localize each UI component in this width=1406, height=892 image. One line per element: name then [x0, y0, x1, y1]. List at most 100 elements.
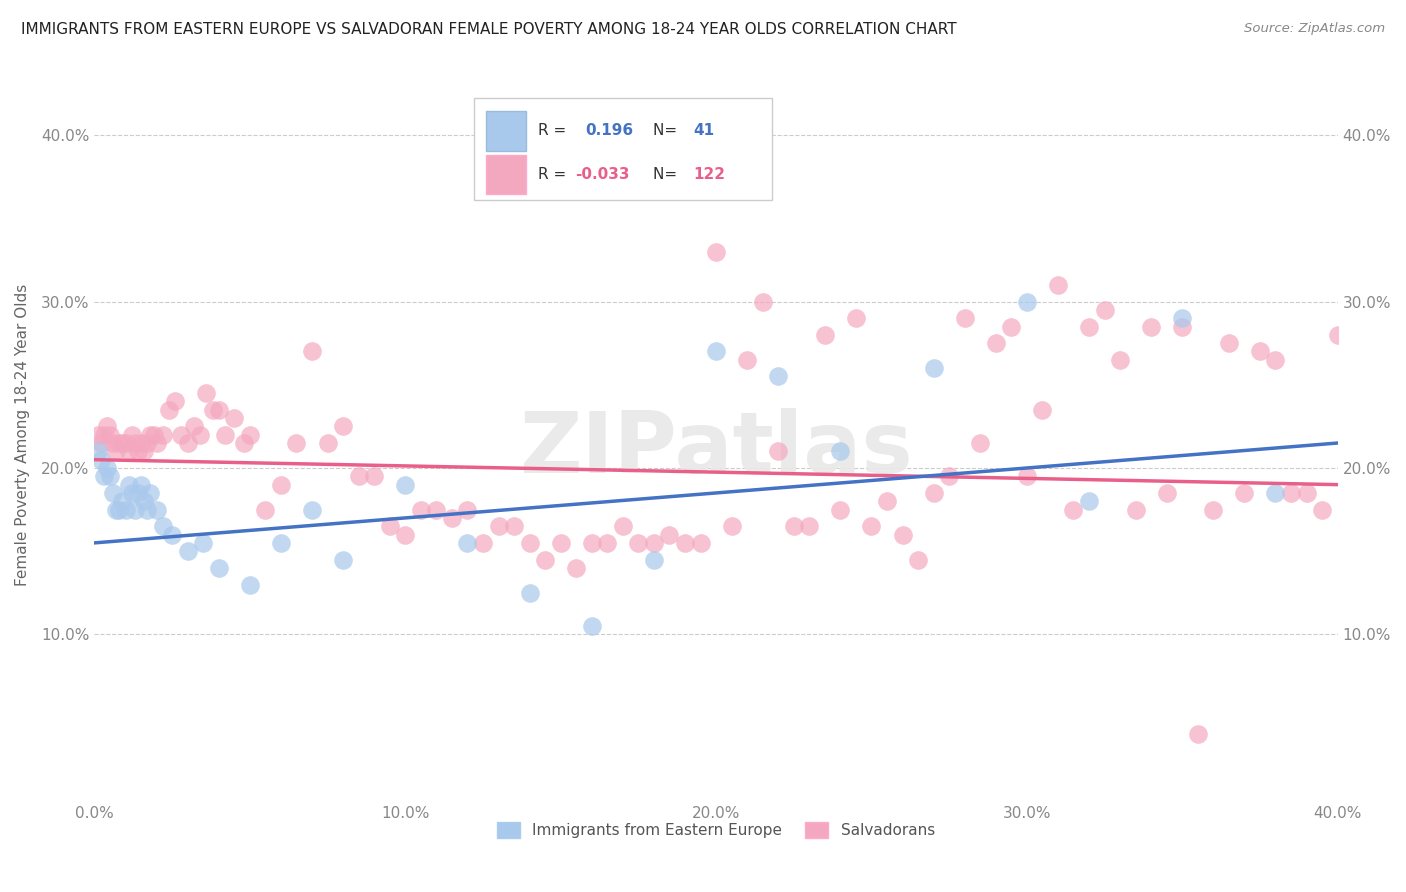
Point [136, 502, 159, 516]
Point [503, 519, 526, 533]
Point [1015, 294, 1038, 309]
Point [565, 561, 588, 575]
Point [984, 336, 1007, 351]
Point [214, 427, 236, 442]
Point [751, 294, 773, 309]
Point [1062, 502, 1084, 516]
Point [90, 436, 112, 450]
Point [118, 444, 141, 458]
Point [704, 244, 727, 259]
Point [98, 469, 121, 483]
Point [596, 536, 619, 550]
Point [118, 477, 141, 491]
Point [208, 402, 231, 417]
Point [938, 469, 960, 483]
Point [301, 344, 323, 359]
Point [145, 502, 167, 516]
Text: IMMIGRANTS FROM EASTERN EUROPE VS SALVADORAN FEMALE POVERTY AMONG 18-24 YEAR OLD: IMMIGRANTS FROM EASTERN EUROPE VS SALVAD… [21, 22, 956, 37]
Text: N=: N= [652, 123, 682, 138]
Point [1078, 494, 1101, 508]
Point [332, 552, 354, 566]
Point [224, 411, 246, 425]
Point [830, 502, 852, 516]
Point [93, 427, 115, 442]
Point [208, 561, 231, 575]
Point [378, 519, 401, 533]
Point [891, 527, 914, 541]
Text: 41: 41 [693, 123, 714, 138]
Point [201, 402, 224, 417]
Point [157, 402, 180, 417]
Text: 0.196: 0.196 [585, 123, 634, 138]
Point [1015, 469, 1038, 483]
Point [145, 436, 167, 450]
Point [114, 502, 136, 516]
Point [720, 519, 742, 533]
Point [519, 536, 541, 550]
Point [1156, 486, 1178, 500]
Point [98, 427, 121, 442]
Point [1326, 327, 1348, 342]
Point [254, 502, 277, 516]
Point [519, 586, 541, 600]
Point [673, 536, 696, 550]
Text: ZIPatlas: ZIPatlas [519, 408, 912, 491]
Point [472, 536, 495, 550]
Point [456, 502, 478, 516]
Point [124, 502, 146, 516]
Point [96, 461, 118, 475]
Point [124, 436, 146, 450]
Point [90, 452, 112, 467]
Point [440, 511, 463, 525]
FancyBboxPatch shape [486, 111, 526, 151]
Point [876, 494, 898, 508]
Point [735, 352, 758, 367]
Point [1046, 277, 1069, 292]
Point [409, 502, 432, 516]
Text: R =: R = [538, 167, 571, 182]
Point [139, 486, 162, 500]
Point [134, 444, 156, 458]
Point [550, 536, 572, 550]
Text: Source: ZipAtlas.com: Source: ZipAtlas.com [1244, 22, 1385, 36]
Point [394, 527, 416, 541]
Point [86, 427, 108, 442]
Point [953, 311, 976, 326]
Point [704, 344, 727, 359]
Point [188, 427, 211, 442]
Point [1202, 502, 1225, 516]
Point [347, 469, 370, 483]
Point [129, 477, 152, 491]
Point [689, 536, 711, 550]
Point [285, 436, 308, 450]
Point [1279, 486, 1302, 500]
Point [105, 444, 128, 458]
Point [581, 619, 603, 633]
Point [93, 469, 115, 483]
Point [1264, 352, 1286, 367]
Point [425, 502, 447, 516]
Point [121, 486, 143, 500]
Point [1140, 319, 1163, 334]
Point [969, 436, 991, 450]
Point [1187, 727, 1209, 741]
Text: -0.033: -0.033 [575, 167, 630, 182]
Y-axis label: Female Poverty Among 18-24 Year Olds: Female Poverty Among 18-24 Year Olds [15, 284, 30, 586]
Point [922, 486, 945, 500]
FancyBboxPatch shape [486, 155, 526, 194]
Point [177, 544, 200, 558]
Point [1031, 402, 1053, 417]
Point [301, 502, 323, 516]
Point [193, 536, 215, 550]
Point [105, 502, 128, 516]
Point [1094, 302, 1116, 317]
Point [232, 436, 254, 450]
Point [830, 444, 852, 458]
Point [783, 519, 806, 533]
Point [239, 427, 262, 442]
Text: R =: R = [538, 123, 571, 138]
Point [142, 427, 165, 442]
Point [534, 552, 557, 566]
Point [127, 486, 149, 500]
Point [129, 436, 152, 450]
